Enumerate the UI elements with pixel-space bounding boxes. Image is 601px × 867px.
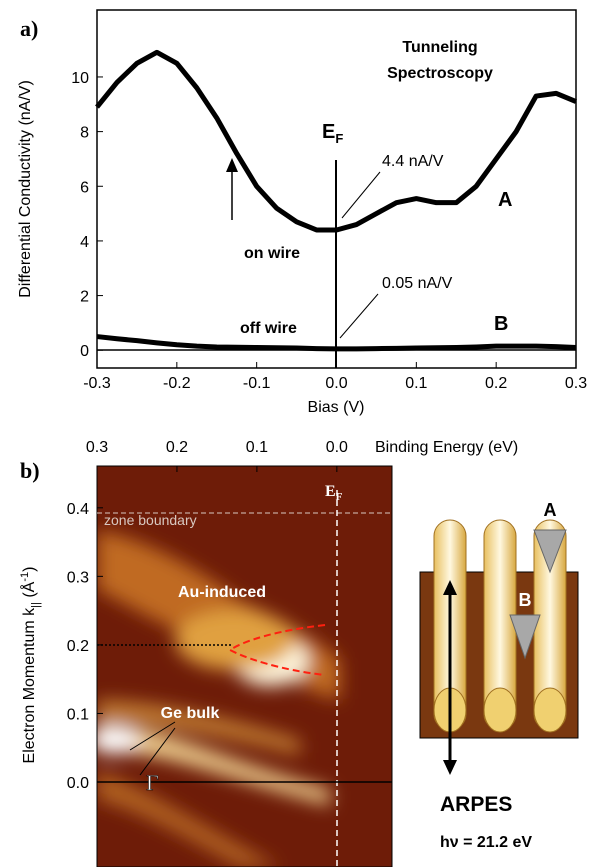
x-axis-label: Binding Energy (eV) <box>375 439 518 456</box>
y-tick-label: 0.2 <box>67 638 89 655</box>
x-tick-label: -0.1 <box>243 375 271 392</box>
annotation: zone boundary <box>104 512 197 528</box>
series-line <box>95 49 577 233</box>
arrow-head <box>226 158 238 172</box>
panel-label: a) <box>20 16 38 41</box>
y-tick-label: 0.1 <box>67 706 89 723</box>
y-tick-label: 0.3 <box>67 569 89 586</box>
x-tick-label: 0.1 <box>405 375 427 392</box>
y-tick-label: 2 <box>80 289 89 306</box>
series-label: B <box>494 313 508 335</box>
panel-label: b) <box>20 458 40 483</box>
image-frame <box>96 465 393 867</box>
x-tick-label: 0.3 <box>565 375 587 392</box>
x-tick-label: 0.1 <box>246 439 268 456</box>
leader-line <box>341 171 381 219</box>
annotation: 0.05 nA/V <box>382 275 453 292</box>
title-line: Spectroscopy <box>387 65 493 82</box>
photon-label: hν = 21.2 eV <box>440 834 532 851</box>
wire-diagram <box>419 519 579 775</box>
arpes-image <box>97 466 392 867</box>
y-tick-label: 4 <box>80 234 89 251</box>
x-tick-label: 0.2 <box>485 375 507 392</box>
x-tick-label: 0.0 <box>326 439 348 456</box>
annotation: off wire <box>240 320 297 337</box>
diagram-label: B <box>519 590 532 610</box>
title-line: Tunneling <box>402 39 477 56</box>
y-tick-label: 6 <box>80 179 89 196</box>
annotation: Ge bulk <box>161 705 220 722</box>
y-tick-label: 8 <box>80 125 89 142</box>
leader-line <box>139 727 176 776</box>
series-line <box>96 334 577 352</box>
ef-label: EF <box>325 483 343 503</box>
x-axis-label: Bias (V) <box>308 399 365 416</box>
series-label: A <box>498 189 512 211</box>
x-tick-label: -0.2 <box>163 375 191 392</box>
y-axis-label: Differential Conductivity (nA/V) <box>17 80 34 298</box>
ef-label: EF <box>322 121 343 146</box>
annotation: Γ <box>146 770 159 795</box>
y-tick-label: 0.4 <box>67 501 89 518</box>
leader-line <box>339 293 379 339</box>
x-tick-label: -0.3 <box>83 375 111 392</box>
y-tick-label: 10 <box>71 70 89 87</box>
annotation: on wire <box>244 245 300 262</box>
x-tick-label: 0.0 <box>325 375 347 392</box>
method-label: ARPES <box>440 793 512 816</box>
diagram-label: A <box>544 500 557 520</box>
y-axis-label: Electron Momentum k|| (Å-1) <box>19 567 42 764</box>
x-tick-label: 0.3 <box>86 439 108 456</box>
y-tick-label: 0 <box>80 343 89 360</box>
leader-line <box>129 721 176 751</box>
y-tick-label: 0.0 <box>67 775 89 792</box>
annotation: 4.4 nA/V <box>382 153 444 170</box>
x-tick-label: 0.2 <box>166 439 188 456</box>
annotation: Au-induced <box>178 584 266 601</box>
parabola <box>228 624 326 676</box>
